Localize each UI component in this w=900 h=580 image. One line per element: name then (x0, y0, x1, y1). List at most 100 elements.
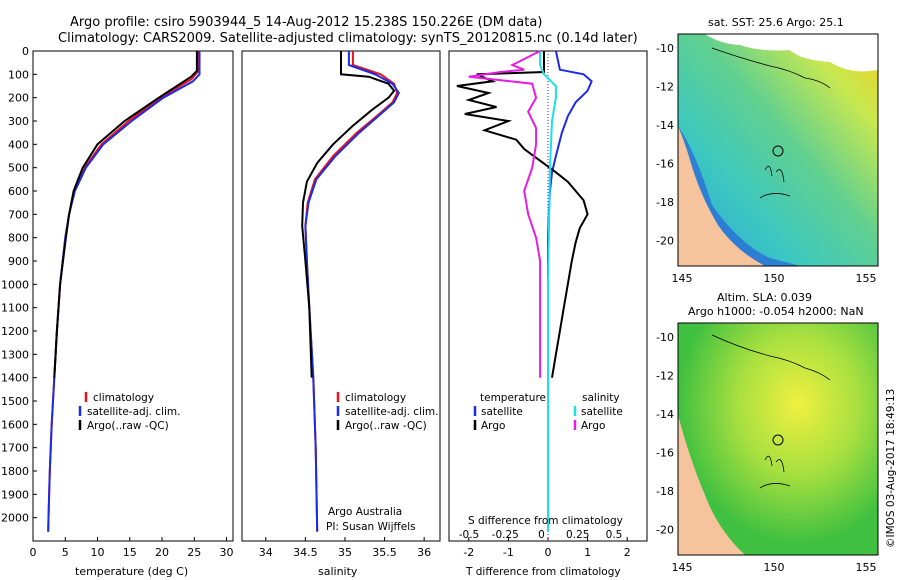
x-tick-label: 20 (155, 546, 169, 559)
sla-argo-position (772, 434, 784, 446)
map-x-tick: 150 (764, 561, 785, 574)
y-tick-label: 1700 (1, 442, 29, 455)
y-tick-label: 600 (8, 185, 29, 198)
sla-axis-ticks: 145 150 155 -10 -12 -14 -16 -18 -20 (656, 331, 876, 574)
pi-note: PI: Susan Wijffels (326, 521, 416, 533)
x-tick-label: 35.5 (372, 546, 397, 559)
sst-coast-png (711, 47, 831, 89)
y-tick-label: 1800 (1, 465, 29, 478)
sst-map (677, 33, 879, 267)
map-y-tick: -20 (656, 524, 674, 537)
y-tick-label: 100 (8, 68, 29, 81)
x-tick-label: 30 (220, 546, 234, 559)
map-y-tick: -14 (656, 119, 674, 132)
legend-label-t-argo: Argo (481, 420, 505, 432)
x-tick-label: -2 (463, 546, 474, 559)
legend-title-temperature: temperature (480, 392, 546, 404)
temperature-x-ticks: 0 5 10 15 20 25 30 (30, 537, 234, 559)
s-difference-ticks: -0.5 -0.25 0 0.25 0.5 (459, 529, 623, 541)
sst-map-frame (677, 33, 879, 267)
y-tick-label: 2000 (1, 512, 29, 525)
y-tick-label: 1400 (1, 372, 29, 385)
depth-ticks: 0 100 200 300 400 500 600 700 800 900 1000 1100 1200… (1, 45, 37, 525)
legend-label-s-satellite: satellite (581, 406, 623, 418)
temperature-legend: climatology satellite-adj. clim. Argo(..… (78, 392, 180, 432)
legend-label-climatology: climatology (345, 392, 406, 404)
map-x-tick: 150 (764, 272, 785, 285)
y-tick-label: 1300 (1, 348, 29, 361)
sla-map (677, 322, 879, 556)
sla-land (678, 415, 745, 555)
y-tick-label: 300 (8, 115, 29, 128)
difference-panel: -2 -1 0 1 2 temperature satellite Argo salin… (448, 50, 648, 578)
x-tick-label: 36 (417, 546, 431, 559)
map-y-tick: -20 (656, 235, 674, 248)
salinity-panel: 34 34.5 35 35.5 36 climatology satellite-adj… (241, 50, 441, 578)
s-tick-label: -0.5 (459, 529, 480, 541)
legend-label-satellite: satellite-adj. clim. (345, 406, 438, 418)
x-tick-label: -1 (503, 546, 514, 559)
s-tick-label: -0.25 (492, 529, 519, 541)
sst-map-title: sat. SST: 25.6 Argo: 25.1 (708, 16, 844, 29)
imos-stamp: ©IMOS 03-Aug-2017 18:49:13 (885, 389, 897, 548)
sla-map-frame (677, 322, 879, 556)
difference-legend: temperature satellite Argo salinity sate… (473, 392, 623, 432)
map-y-tick: -16 (656, 447, 674, 460)
y-tick-label: 800 (8, 232, 29, 245)
y-tick-label: 200 (8, 92, 29, 105)
x-tick-label: 1 (584, 546, 591, 559)
sst-land (678, 126, 765, 266)
series-temperature-2 (53, 51, 198, 378)
temperature-axes (32, 50, 234, 542)
x-tick-label: 5 (62, 546, 69, 559)
x-tick-label: 15 (123, 546, 137, 559)
sst-argo-position (772, 145, 784, 157)
salinity-legend: climatology satellite-adj. clim. Argo(..… (336, 392, 438, 432)
x-tick-label: 25 (187, 546, 201, 559)
x-tick-label: 0 (30, 546, 37, 559)
salinity-series (301, 51, 400, 532)
y-tick-label: 500 (8, 162, 29, 175)
legend-label-argo: Argo(..raw -QC) (87, 420, 169, 432)
map-x-tick: 145 (672, 561, 693, 574)
x-tick-label: 34 (259, 546, 273, 559)
sla-map-panel: Altim. SLA: 0.039 Argo h1000: -0.054 h20… (656, 291, 879, 574)
x-tick-label: 34.5 (293, 546, 318, 559)
sst-axis-ticks: 145 150 155 -10 -12 -14 -16 -18 -20 (656, 42, 876, 285)
sst-reefs (759, 165, 791, 199)
salinity-x-ticks: 34 34.5 35 35.5 36 (259, 537, 431, 559)
map-y-tick: -12 (656, 81, 674, 94)
y-tick-label: 1100 (1, 302, 29, 315)
legend-label-climatology: climatology (93, 392, 154, 404)
s-tick-label: 0.5 (606, 529, 623, 541)
legend-label-argo: Argo(..raw -QC) (345, 420, 427, 432)
sla-map-title: Altim. SLA: 0.039 (717, 291, 812, 304)
map-y-tick: -18 (656, 196, 674, 209)
sla-reefs (759, 455, 791, 489)
header-line2: Climatology: CARS2009. Satellite-adjuste… (58, 31, 638, 46)
y-tick-label: 1200 (1, 325, 29, 338)
x-tick-label: 0 (545, 546, 552, 559)
x-tick-label: 35 (338, 546, 352, 559)
map-y-tick: -12 (656, 370, 674, 383)
sla-coast-png (711, 334, 831, 381)
owner-note: Argo Australia (328, 506, 402, 518)
series-difference-3 (468, 50, 542, 378)
map-y-tick: -18 (656, 485, 674, 498)
difference-x-ticks: -2 -1 0 1 2 (463, 537, 631, 559)
legend-title-salinity: salinity (582, 392, 620, 404)
y-tick-label: 1600 (1, 418, 29, 431)
y-tick-label: 0 (22, 45, 29, 58)
map-y-tick: -10 (656, 331, 674, 344)
temperature-series (47, 51, 201, 532)
series-salinity-2 (301, 51, 396, 378)
series-difference-2 (539, 51, 557, 532)
y-tick-label: 400 (8, 138, 29, 151)
series-difference-1 (456, 51, 589, 378)
legend-label-t-satellite: satellite (481, 406, 523, 418)
difference-series (456, 50, 593, 541)
legend-label-s-argo: Argo (581, 420, 605, 432)
y-tick-label: 700 (8, 208, 29, 221)
s-difference-label: S difference from climatology (468, 515, 623, 527)
